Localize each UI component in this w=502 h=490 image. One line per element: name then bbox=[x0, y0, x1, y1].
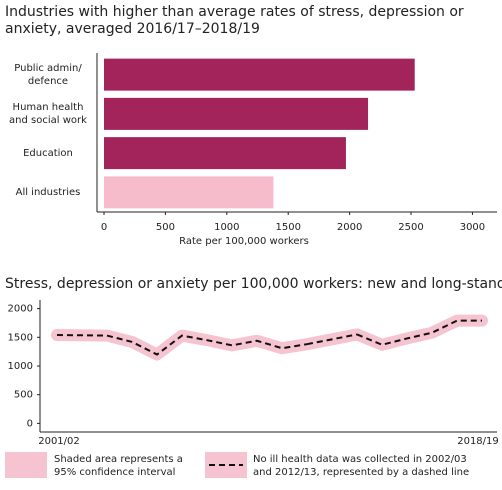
y-tick-label: 2000 bbox=[8, 304, 33, 315]
bar bbox=[104, 97, 369, 130]
y-tick-label: 1500 bbox=[8, 332, 33, 343]
x-tick-label: 2000 bbox=[337, 222, 362, 233]
bar bbox=[104, 176, 274, 209]
y-tick-label: 1000 bbox=[8, 361, 33, 372]
x-tick-label: 2018/19 bbox=[457, 436, 499, 447]
legend-note: Shaded area represents a 95% confidence … bbox=[54, 454, 183, 478]
y-tick-label: All industries bbox=[15, 186, 81, 198]
y-tick-label: Public admin/ defence bbox=[14, 62, 82, 87]
x-tick-label: 2001/02 bbox=[38, 436, 80, 447]
y-tick-label: 0 bbox=[27, 418, 33, 429]
x-tick-label: 0 bbox=[101, 222, 107, 233]
x-tick-label: 2500 bbox=[398, 222, 423, 233]
bar bbox=[104, 137, 346, 170]
x-tick-label: 1000 bbox=[214, 222, 239, 233]
gap-connector bbox=[56, 334, 108, 337]
legend-swatch-band bbox=[5, 452, 47, 478]
x-tick-label: 3000 bbox=[460, 222, 485, 233]
x-tick-label: 1500 bbox=[275, 222, 300, 233]
y-tick-label: 500 bbox=[14, 390, 33, 401]
gap-connector bbox=[306, 333, 358, 346]
x-tick-label: 500 bbox=[156, 222, 175, 233]
bar bbox=[104, 58, 415, 91]
legend-note: No ill health data was collected in 2002… bbox=[253, 454, 470, 478]
line bbox=[106, 334, 308, 356]
line bbox=[356, 319, 482, 346]
x-axis-label: Rate per 100,000 workers bbox=[179, 236, 309, 247]
y-tick-label: Education bbox=[23, 147, 73, 159]
chart-title: Industries with higher than average rate… bbox=[5, 4, 464, 37]
confidence-band bbox=[51, 314, 488, 361]
chart-title: Stress, depression or anxiety per 100,00… bbox=[5, 276, 502, 292]
y-tick-label: Human health and social work bbox=[9, 101, 87, 126]
